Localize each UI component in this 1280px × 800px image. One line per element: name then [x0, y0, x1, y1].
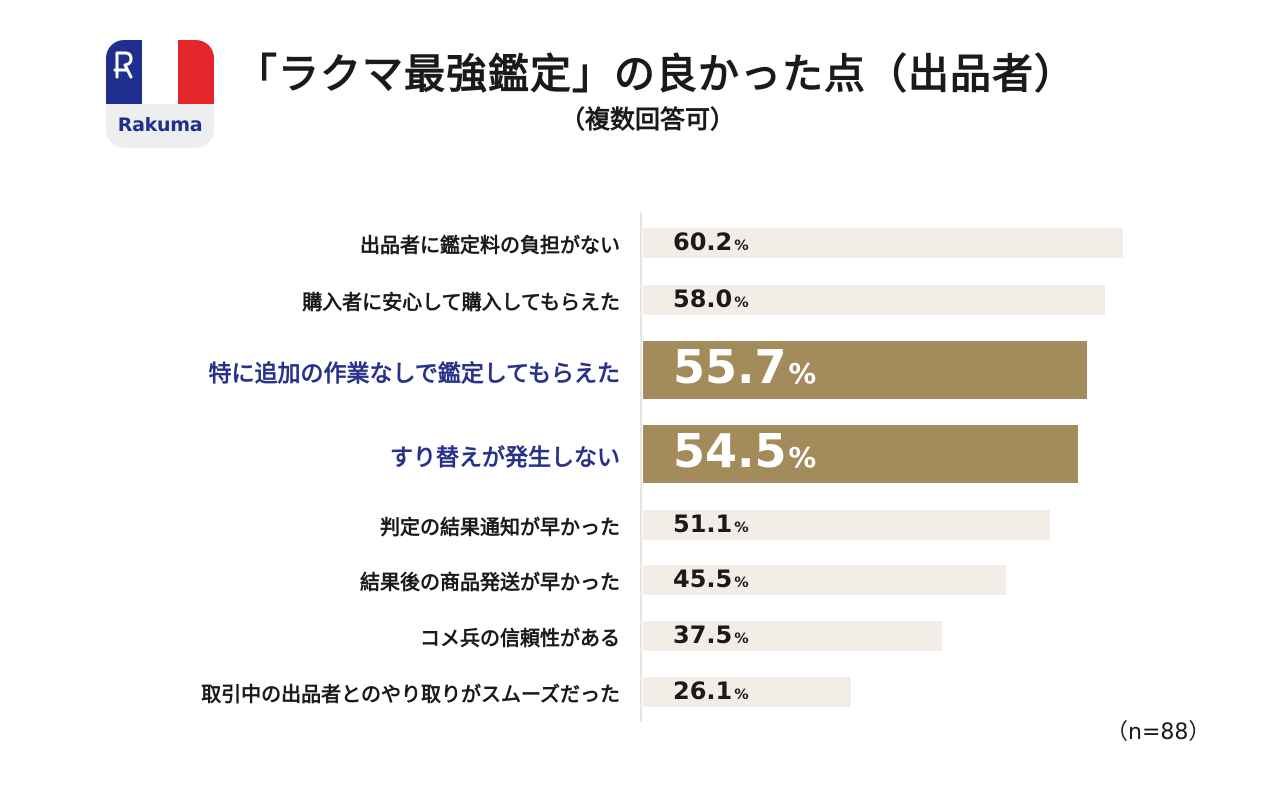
category-label: 出品者に鑑定料の負担がない — [360, 233, 620, 257]
value-number: 51.1 — [673, 510, 733, 538]
logo-wordmark: Rakuma — [117, 114, 203, 136]
percent-sign: % — [734, 687, 749, 703]
bar — [643, 341, 1088, 399]
percent-sign: % — [788, 441, 817, 474]
value-number: 26.1 — [673, 677, 733, 705]
percent-sign: % — [788, 357, 817, 390]
percent-sign: % — [734, 575, 749, 591]
category-label: 結果後の商品発送が早かった — [360, 570, 620, 594]
category-label: コメ兵の信頼性がある — [420, 626, 620, 650]
value-number: 60.2 — [673, 228, 733, 256]
value-number: 58.0 — [673, 285, 733, 313]
bar — [643, 285, 1106, 315]
value-label: 37.5% — [673, 621, 749, 649]
percent-sign: % — [734, 520, 749, 536]
category-label: すり替えが発生しない — [390, 445, 620, 471]
r-mark-icon — [113, 51, 133, 79]
value-label: 55.7% — [673, 340, 816, 394]
category-label: 取引中の出品者とのやり取りがスムーズだった — [201, 682, 620, 706]
value-label: 54.5% — [673, 424, 816, 478]
value-number: 37.5 — [673, 621, 733, 649]
bar — [643, 621, 942, 651]
percent-sign: % — [734, 238, 749, 254]
bar — [643, 425, 1078, 483]
axis-line — [640, 212, 642, 722]
percent-sign: % — [734, 295, 749, 311]
value-label: 45.5% — [673, 565, 749, 593]
category-label: 特に追加の作業なしで鑑定してもらえた — [208, 361, 620, 387]
value-number: 54.5 — [673, 424, 787, 478]
bar — [643, 510, 1051, 540]
category-label: 判定の結果通知が早かった — [380, 515, 620, 539]
value-number: 55.7 — [673, 340, 787, 394]
bar — [643, 565, 1006, 595]
value-label: 26.1% — [673, 677, 749, 705]
value-number: 45.5 — [673, 565, 733, 593]
sample-size-note: （n=88） — [1106, 720, 1211, 745]
chart-subtitle: （複数回答可） — [560, 105, 736, 134]
value-label: 58.0% — [673, 285, 749, 313]
category-label: 購入者に安心して購入してもらえた — [302, 290, 620, 314]
bar — [643, 677, 852, 707]
percent-sign: % — [734, 631, 749, 647]
tricolor-flag — [106, 40, 214, 104]
value-label: 51.1% — [673, 510, 749, 538]
chart-title: 「ラクマ最強鑑定」の良かった点（出品者） — [236, 50, 1076, 98]
rakuma-logo: Rakuma — [106, 40, 214, 148]
value-label: 60.2% — [673, 228, 749, 256]
bar — [643, 228, 1123, 258]
